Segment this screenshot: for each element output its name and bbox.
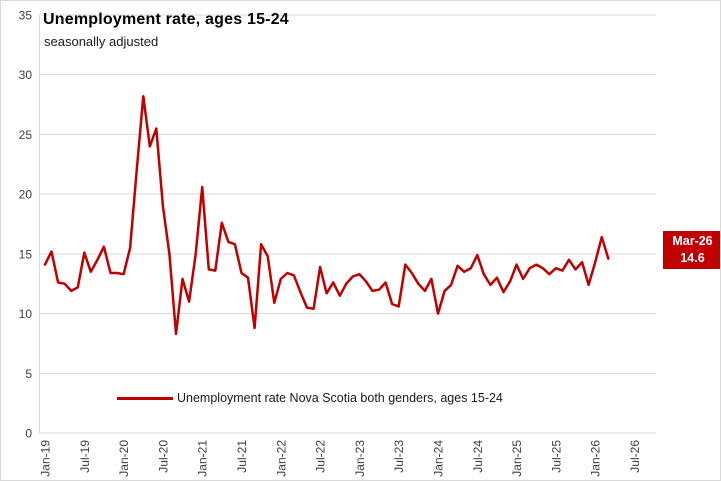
x-axis-tick-label: Jul-24 (471, 440, 485, 473)
x-axis-tick-label: Jul-26 (628, 440, 642, 473)
y-axis-tick-label: 35 (19, 9, 33, 23)
y-axis-tick-label: 15 (19, 247, 33, 261)
x-axis-tick-label: Jul-20 (156, 440, 170, 473)
legend-line-swatch (117, 396, 173, 400)
data-line-unemployment (43, 94, 610, 336)
x-axis-tick-label: Jan-22 (274, 440, 288, 477)
y-axis-tick-label: 0 (25, 427, 32, 441)
x-axis-tick-label: Jan-25 (510, 440, 524, 477)
legend: Unemployment rate Nova Scotia both gende… (117, 391, 503, 405)
x-axis-tick-label: Jul-25 (549, 440, 563, 473)
y-axis-tick-label: 20 (19, 188, 33, 202)
x-axis-tick-label: Jul-21 (235, 440, 249, 473)
chart-subtitle: seasonally adjusted (44, 34, 159, 49)
chart-title: Unemployment rate, ages 15-24 (43, 11, 289, 28)
x-axis-tick-label: Jul-23 (392, 440, 406, 473)
callout-value: 14.6 (680, 251, 705, 265)
x-axis-tick-label: Jan-20 (117, 440, 131, 477)
x-axis-tick-label: Jan-21 (196, 440, 210, 477)
y-axis-tick-label: 25 (19, 128, 33, 142)
callout-date: Mar-26 (672, 234, 713, 248)
legend-label: Unemployment rate Nova Scotia both gende… (177, 391, 503, 405)
x-axis-tick-label: Jan-19 (39, 440, 53, 477)
last-point-callout: Mar-26 14.6 (663, 231, 720, 269)
y-axis-tick-label: 5 (25, 367, 32, 381)
x-axis-tick-label: Jan-26 (589, 440, 603, 477)
y-axis-tick-label: 30 (19, 68, 33, 82)
x-axis-tick-label: Jan-24 (432, 440, 446, 477)
x-axis-tick-label: Jul-22 (314, 440, 328, 473)
x-axis-tick-label: Jul-19 (78, 440, 92, 473)
y-axis-tick-label: 10 (19, 307, 33, 321)
x-axis-tick-label: Jan-23 (353, 440, 367, 477)
